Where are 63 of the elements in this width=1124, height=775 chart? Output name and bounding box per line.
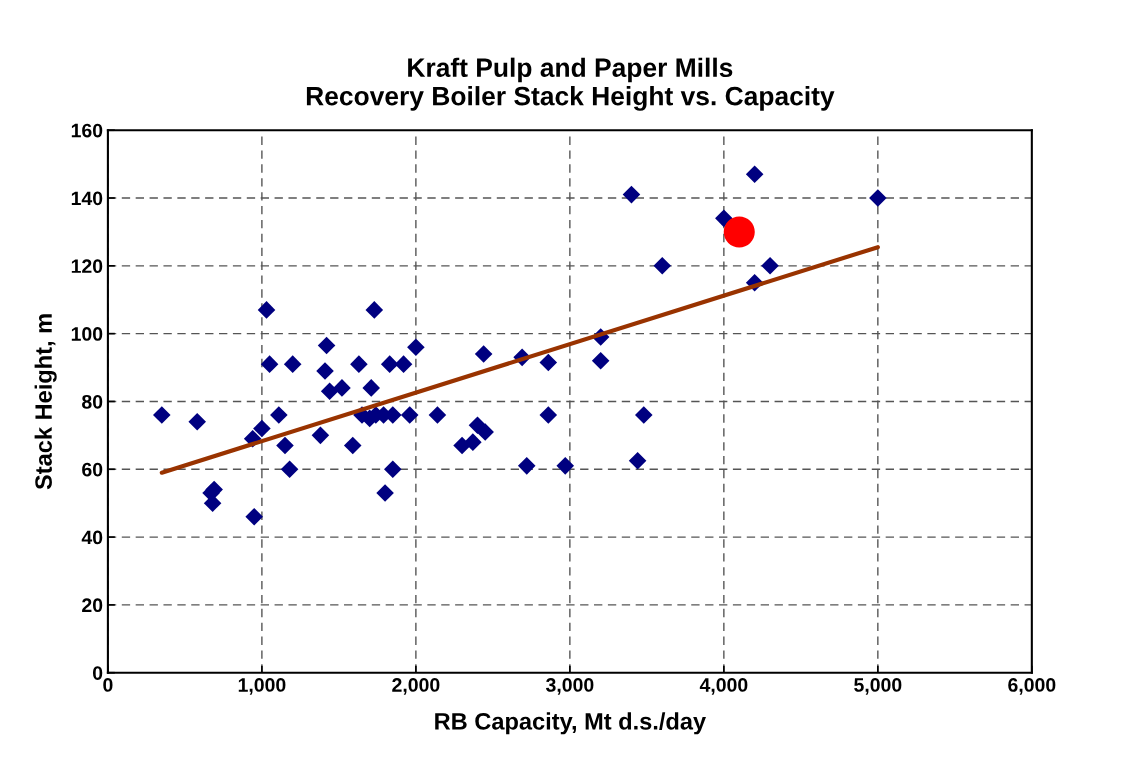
point	[622, 185, 641, 204]
point	[350, 355, 368, 373]
point	[723, 216, 755, 248]
point	[276, 436, 294, 455]
point	[476, 423, 494, 441]
point	[333, 379, 351, 397]
point	[761, 257, 779, 275]
y-tick-label: 100	[71, 327, 103, 341]
point	[365, 301, 384, 319]
y-tick-label: 20	[82, 598, 103, 613]
x-tick-label: 5,000	[854, 678, 902, 695]
point	[539, 353, 558, 372]
y-tick-label: 80	[82, 394, 103, 409]
point	[400, 406, 419, 424]
point	[628, 452, 647, 470]
y-tick-label: 120	[71, 259, 103, 274]
point	[188, 413, 206, 431]
point	[245, 507, 263, 526]
x-tick-label: 2,000	[392, 678, 440, 695]
point	[474, 345, 493, 363]
point	[311, 426, 330, 445]
point	[653, 257, 672, 275]
x-tick-label: 4,000	[699, 678, 748, 695]
point	[317, 336, 336, 355]
x-tick-label: 3,000	[545, 678, 594, 695]
point	[715, 209, 733, 228]
x-tick-label: 6,000	[1008, 678, 1056, 695]
point	[556, 457, 575, 475]
point	[428, 406, 447, 424]
x-tick-label: 1,000	[238, 678, 286, 695]
point	[257, 301, 276, 319]
point	[384, 460, 402, 479]
point	[280, 460, 299, 479]
point	[635, 406, 653, 424]
point	[745, 165, 764, 184]
point	[376, 484, 394, 502]
point	[869, 189, 887, 207]
point	[362, 379, 381, 397]
x-axis-title: RB Capacity, Mt d.s./day	[435, 712, 706, 735]
point	[270, 406, 288, 424]
point	[316, 362, 334, 380]
point	[283, 355, 302, 373]
y-axis-title: Stack Height, m	[34, 314, 57, 490]
y-tick-label: 60	[82, 462, 103, 477]
point	[320, 382, 339, 401]
point	[205, 480, 223, 499]
y-tick-label: 40	[81, 530, 103, 545]
point	[153, 406, 171, 424]
point	[517, 457, 536, 475]
point	[343, 436, 362, 455]
point	[407, 338, 425, 356]
point	[253, 419, 271, 438]
point	[394, 355, 413, 373]
y-tick-label: 160	[71, 123, 103, 138]
point	[380, 355, 399, 373]
point	[260, 355, 279, 373]
point	[464, 433, 482, 451]
y-tick-label: 140	[71, 191, 103, 206]
point	[591, 351, 610, 370]
x-tick-label: 0	[103, 678, 113, 692]
y-tick-label: 0	[93, 666, 103, 680]
chart-title: Kraft Pulp and Paper Mills Recovery Boiler Stack Height vs. Capacity	[306, 57, 835, 111]
point	[539, 406, 558, 424]
